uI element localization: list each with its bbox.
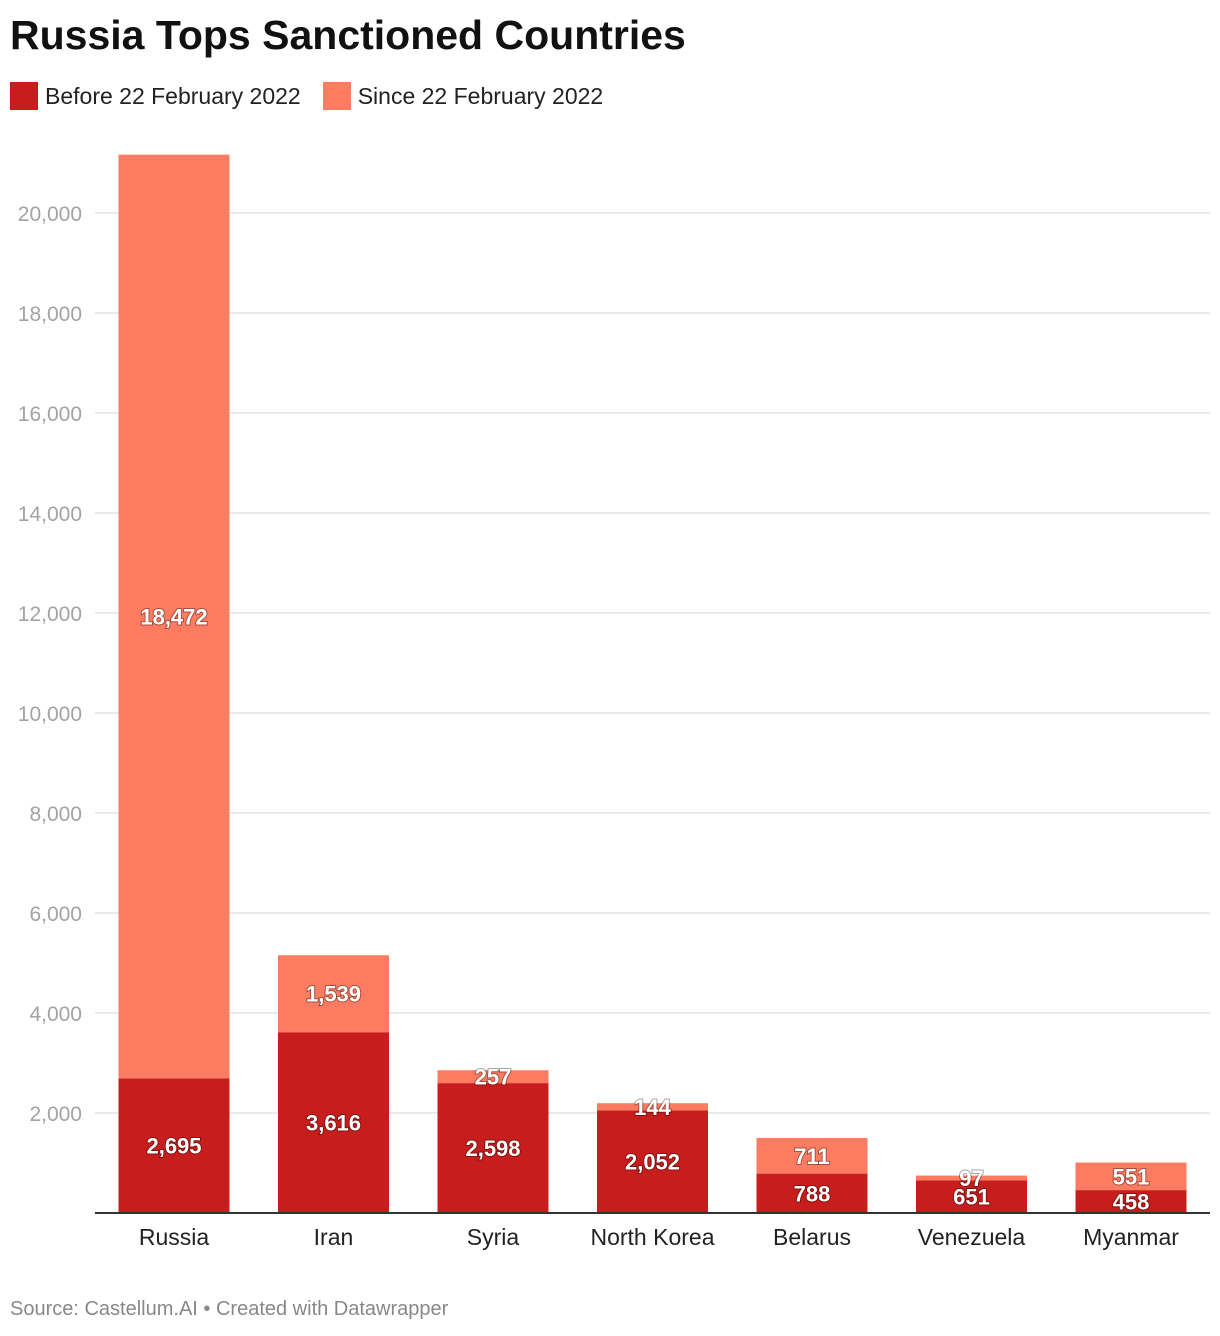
x-category-label-syria: Syria [467,1224,520,1250]
y-tick-label-10000: 10,000 [18,703,82,726]
x-category-label-iran: Iran [314,1224,354,1250]
y-tick-label-20000: 20,000 [18,203,82,226]
value-label-before-iran: 3,616 [306,1111,361,1136]
value-label-since-belarus: 711 [794,1144,830,1169]
legend-swatch-before [10,82,38,110]
y-tick-label-8000: 8,000 [29,803,82,826]
bar-before-belarus [756,1173,868,1213]
value-label-before-syria: 2,598 [465,1136,520,1161]
legend-swatch-since [322,82,351,110]
chart-title: Russia Tops Sanctioned Countries [10,12,686,58]
y-tick-label-2000: 2,000 [29,1103,82,1126]
legend: Before 22 February 2022 Since 22 Februar… [10,82,625,110]
bar-since-venezuela [916,1175,1027,1181]
y-tick-label-18000: 18,000 [18,303,82,326]
y-tick-label-16000: 16,000 [18,403,82,426]
legend-item-since: Since 22 February 2022 [322,82,604,110]
x-category-label-north-korea: North Korea [590,1224,714,1250]
bar-before-russia [118,1078,230,1213]
bar-before-myanmar [1075,1190,1187,1213]
x-category-label-myanmar: Myanmar [1083,1224,1179,1250]
y-tick-label-12000: 12,000 [18,603,82,626]
bar-since-myanmar [1075,1162,1187,1191]
value-label-before-belarus: 788 [794,1181,831,1206]
bar-before-iran [278,1032,389,1213]
bar-since-syria [437,1070,549,1084]
value-label-before-north-korea: 2,052 [625,1150,680,1175]
bar-since-belarus [756,1138,868,1174]
value-label-before-venezuela: 651 [953,1185,990,1210]
value-label-since-north-korea: 144 [634,1095,671,1120]
x-category-label-venezuela: Venezuela [918,1224,1026,1250]
x-category-label-belarus: Belarus [773,1224,851,1250]
value-label-since-venezuela: 97 [959,1166,983,1191]
bar-since-north-korea [597,1103,708,1111]
value-label-since-myanmar: 551 [1113,1164,1150,1189]
value-label-before-myanmar: 458 [1113,1190,1150,1215]
bar-before-north-korea [597,1110,708,1213]
source-footer: Source: Castellum.AI • Created with Data… [10,1298,449,1320]
x-category-label-russia: Russia [139,1224,210,1250]
legend-label-since: Since 22 February 2022 [357,82,604,109]
legend-item-before: Before 22 February 2022 [10,82,301,110]
bar-before-syria [437,1083,549,1213]
bar-since-russia [118,154,230,1079]
legend-label-before: Before 22 February 2022 [45,82,301,109]
y-tick-label-4000: 4,000 [29,1003,82,1026]
value-label-before-russia: 2,695 [146,1134,201,1159]
value-label-since-syria: 257 [475,1065,512,1090]
value-label-since-russia: 18,472 [140,604,207,629]
bar-before-venezuela [916,1180,1027,1213]
bar-since-iran [278,955,389,1033]
stacked-bar-chart: 2,000 4,000 6,000 8,000 10,000 12,000 14,000 16… [18,154,1210,1250]
y-tick-label-14000: 14,000 [18,503,82,526]
value-label-since-iran: 1,539 [306,982,361,1007]
y-tick-label-6000: 6,000 [29,903,82,926]
